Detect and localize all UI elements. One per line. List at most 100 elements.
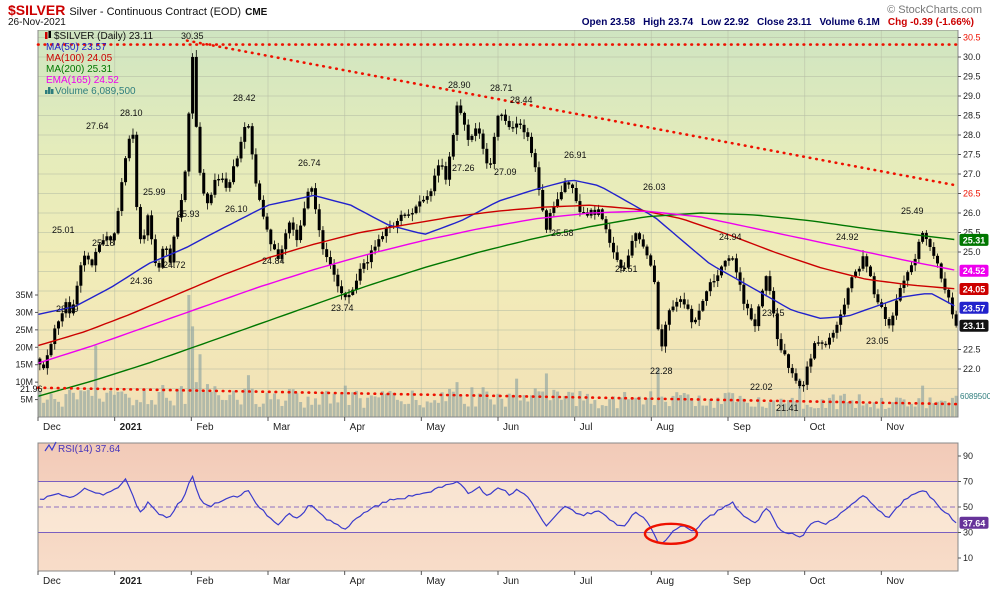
volume-bar (638, 396, 642, 417)
price-annotation: 28.42 (233, 93, 256, 103)
volume-bar (142, 390, 146, 417)
candle-body (496, 115, 500, 137)
candle-body (794, 373, 798, 381)
price-annotation: 21.41 (776, 403, 799, 413)
volume-bar (861, 405, 865, 417)
quote-low: Low 22.92 (701, 17, 749, 28)
candle-body (86, 255, 90, 260)
volume-bar (556, 391, 560, 417)
candle-body (909, 265, 913, 273)
volume-bar (865, 403, 869, 417)
price-annotation: 24.84 (262, 256, 285, 266)
candle-body (764, 276, 768, 291)
volume-bar (477, 393, 481, 417)
candle-body (97, 244, 101, 252)
candle-body (757, 306, 761, 327)
month-label: Mar (273, 576, 291, 587)
volume-bar (217, 395, 221, 417)
quote-high: High 23.74 (643, 17, 694, 28)
volume-bar (42, 402, 46, 417)
month-label: Dec (43, 422, 61, 433)
candle-body (507, 120, 511, 128)
price-annotation: 24.36 (130, 276, 153, 286)
volume-bar (503, 406, 507, 417)
volume-bars-icon (51, 89, 54, 94)
legend-ma200: MA(200) 25.31 (46, 64, 113, 75)
ticker-symbol: $SILVER (8, 2, 66, 18)
candle-body (518, 123, 522, 125)
rsi-badge-label: 37.64 (963, 518, 986, 528)
candle-body (228, 182, 232, 188)
volume-bar (481, 387, 485, 417)
volume-bar (325, 390, 329, 417)
volume-bar (489, 399, 493, 417)
candle-body (284, 233, 288, 250)
candle-body (217, 178, 221, 181)
volume-bar (902, 399, 906, 417)
volume-bar (60, 406, 64, 417)
rsi-axis-label: 70 (963, 477, 973, 487)
price-annotation: 25.49 (901, 206, 924, 216)
candle-body (101, 240, 105, 245)
candle-body (708, 282, 712, 292)
price-annotation: 26.74 (298, 158, 321, 168)
candle-body (224, 178, 228, 188)
month-label: Jun (503, 576, 519, 587)
price-annotation: 25.99 (143, 187, 166, 197)
candle-body (120, 182, 124, 212)
candle-body (895, 300, 899, 316)
rsi-axis-label: 30 (963, 528, 973, 538)
volume-bar (280, 405, 284, 417)
volume-bar (671, 395, 675, 417)
candle-body (258, 183, 262, 200)
month-label: Nov (886, 576, 904, 587)
candle-body (213, 179, 217, 195)
volume-bar (898, 397, 902, 417)
price-axis-label: 29.0 (963, 91, 981, 101)
candle-body (347, 294, 351, 298)
volume-bar (582, 400, 586, 417)
chart-date: 26-Nov-2021 (8, 17, 66, 28)
candle-body (291, 222, 295, 230)
candle-body (798, 380, 802, 387)
price-annotation: 25.18 (92, 238, 115, 248)
candle-body (414, 206, 418, 214)
candle-body (403, 214, 407, 216)
volume-axis-label: 20M (15, 342, 33, 352)
volume-bar (366, 397, 370, 417)
month-label: Apr (350, 422, 366, 433)
candle-body (124, 158, 128, 183)
month-label: Aug (656, 422, 674, 433)
price-annotation: 23.05 (866, 336, 889, 346)
candle-body (831, 332, 835, 338)
volume-bar (928, 397, 932, 417)
volume-bar (690, 398, 694, 417)
candle-body (176, 217, 180, 237)
volume-bar (906, 406, 910, 417)
candle-body (883, 306, 887, 319)
chart-header: $SILVER Silver - Continuous Contract (EOD… (0, 0, 990, 30)
volume-bar (131, 405, 135, 417)
volume-axis-label: 35M (15, 290, 33, 300)
volume-bar (347, 404, 351, 417)
price-annotation: 23.69 (56, 304, 79, 314)
volume-bar (660, 396, 664, 417)
volume-bar (109, 390, 113, 417)
volume-bar (56, 401, 60, 417)
volume-bar (693, 406, 697, 417)
volume-bar (515, 378, 519, 417)
candle-body (533, 153, 537, 168)
volume-bar (917, 398, 921, 417)
exchange-label: CME (245, 7, 268, 18)
trendline-annotation (185, 39, 960, 187)
volume-bar (176, 389, 180, 417)
candle-body (611, 242, 615, 253)
volume-bar (105, 392, 109, 417)
month-label: Jul (580, 422, 593, 433)
volume-bar (388, 391, 392, 417)
candle-body (872, 276, 876, 295)
month-label: Jun (503, 422, 519, 433)
volume-bar (120, 391, 124, 417)
candle-body (165, 248, 169, 250)
candle-body (492, 136, 496, 164)
